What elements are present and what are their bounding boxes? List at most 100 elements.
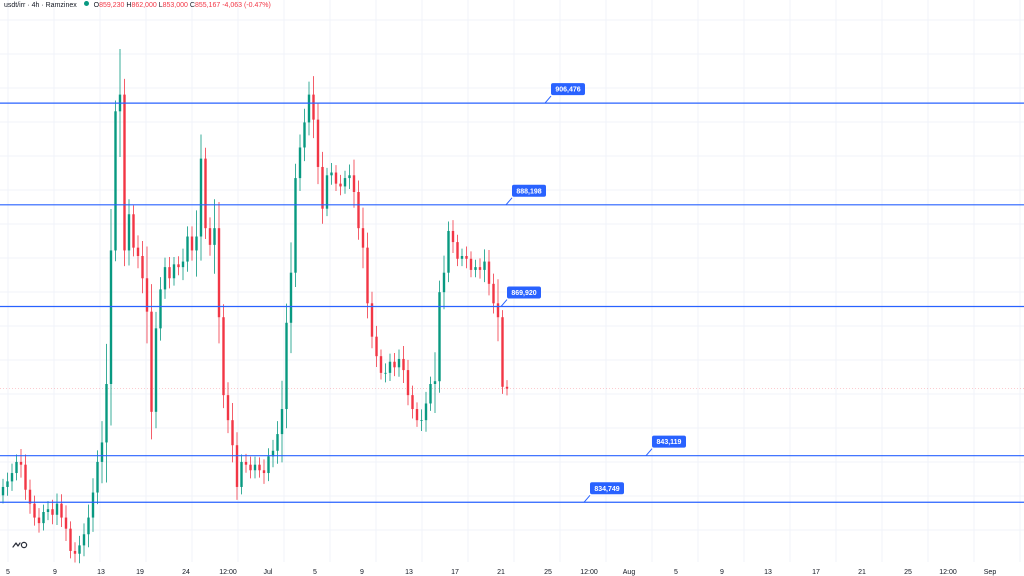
candle-body [163, 267, 167, 290]
level-label-box[interactable] [512, 184, 546, 197]
candle-body [465, 256, 468, 259]
candle-body [253, 464, 257, 471]
candle-body [28, 489, 32, 504]
candle-body [271, 450, 275, 457]
open-label: O [93, 2, 100, 9]
candle-body [469, 258, 473, 270]
candle-body [483, 261, 486, 270]
x-tick-label: 5 [674, 569, 678, 576]
candle-body [442, 272, 446, 293]
candle-body [330, 172, 333, 176]
x-tick-label: 24 [182, 569, 190, 576]
symbol-legend: usdt/irr · 4h · Ramzinex O859,230 H862,0… [4, 0, 271, 12]
candle-body [235, 445, 239, 487]
level-label: 906,476 [555, 87, 580, 94]
level-label-box[interactable] [551, 83, 585, 96]
candle-body [123, 94, 126, 251]
x-tick-label: 13 [97, 569, 105, 576]
symbol-title: usdt/irr · 4h · Ramzinex [4, 2, 77, 9]
candles [1, 48, 509, 564]
x-tick-label: 12:00 [939, 569, 957, 576]
x-tick-label: Sep [984, 569, 997, 576]
x-tick-label: 21 [497, 569, 505, 576]
candle-body [55, 503, 59, 515]
candle-body [474, 267, 477, 270]
x-tick-label: 9 [360, 569, 364, 576]
candle-body [312, 94, 315, 120]
candle-body [501, 317, 504, 387]
candle-body [294, 178, 297, 273]
candle-body [226, 395, 230, 421]
candle-body [375, 336, 378, 357]
candle-body [406, 370, 410, 396]
candle-body [339, 183, 342, 187]
level-label-box[interactable] [507, 286, 541, 299]
candle-body [204, 158, 207, 229]
candle-body [429, 384, 432, 404]
candle-body [289, 272, 293, 323]
candle-body [105, 384, 108, 443]
level-label-pointer [500, 299, 508, 307]
candle-body [15, 461, 18, 474]
candle-body [100, 442, 104, 462]
candle-body [217, 228, 221, 318]
candle-body [69, 528, 72, 551]
candle-body [348, 175, 351, 179]
horizontal-levels[interactable]: 906,476 888,198 869,920 843,119 834,749 [0, 83, 1024, 503]
candle-body [276, 434, 279, 451]
candle-body [136, 247, 140, 256]
candle-body [415, 409, 419, 421]
x-tick-label: 12:00 [580, 569, 598, 576]
candle-body [159, 289, 162, 329]
candle-body [384, 372, 387, 374]
candle-body [145, 278, 149, 312]
candle-body [366, 247, 369, 304]
x-tick-label: Aug [623, 569, 636, 576]
candle-body [6, 481, 9, 487]
candle-body [141, 256, 144, 279]
x-tick-label: 25 [904, 569, 912, 576]
candle-body [334, 172, 338, 184]
candle-body [168, 267, 171, 279]
candle-body [37, 517, 41, 524]
candle-body [181, 261, 185, 268]
x-tick-label: 9 [720, 569, 724, 576]
candle-body [402, 358, 405, 371]
candle-body [24, 464, 27, 490]
candle-body [420, 420, 423, 421]
candle-body [10, 473, 14, 482]
candle-body [451, 230, 455, 243]
x-tick-label: 17 [451, 569, 459, 576]
candle-body [357, 192, 360, 229]
x-tick-label: Jul [264, 569, 273, 576]
candle-body [51, 509, 54, 515]
change-value: -4,063 (-0.47%) [222, 2, 271, 9]
candle-body [343, 178, 347, 187]
candle-body [370, 303, 374, 337]
candle-body [249, 464, 252, 471]
candle-body [487, 261, 491, 284]
candle-body [325, 175, 329, 209]
candle-body [154, 328, 158, 412]
low-label: L [158, 2, 163, 9]
level-label: 843,119 [657, 439, 682, 446]
high-value: 862,000 [131, 2, 157, 9]
candle-body [213, 228, 216, 245]
high-label: H [126, 2, 132, 9]
x-tick-label: 5 [313, 569, 317, 576]
candle-body [307, 94, 311, 123]
level-label-box[interactable] [590, 482, 624, 495]
candle-body [73, 550, 77, 554]
candle-body [199, 158, 203, 237]
candle-body [316, 119, 320, 167]
level-label-box[interactable] [652, 435, 686, 448]
candle-body [478, 267, 482, 270]
candle-body [361, 228, 365, 248]
candle-body [87, 517, 90, 535]
tradingview-logo-icon[interactable] [12, 540, 28, 550]
x-tick-label: 25 [544, 569, 552, 576]
x-tick-label: 13 [405, 569, 413, 576]
candle-body [190, 236, 194, 251]
x-tick-label: 19 [136, 569, 144, 576]
